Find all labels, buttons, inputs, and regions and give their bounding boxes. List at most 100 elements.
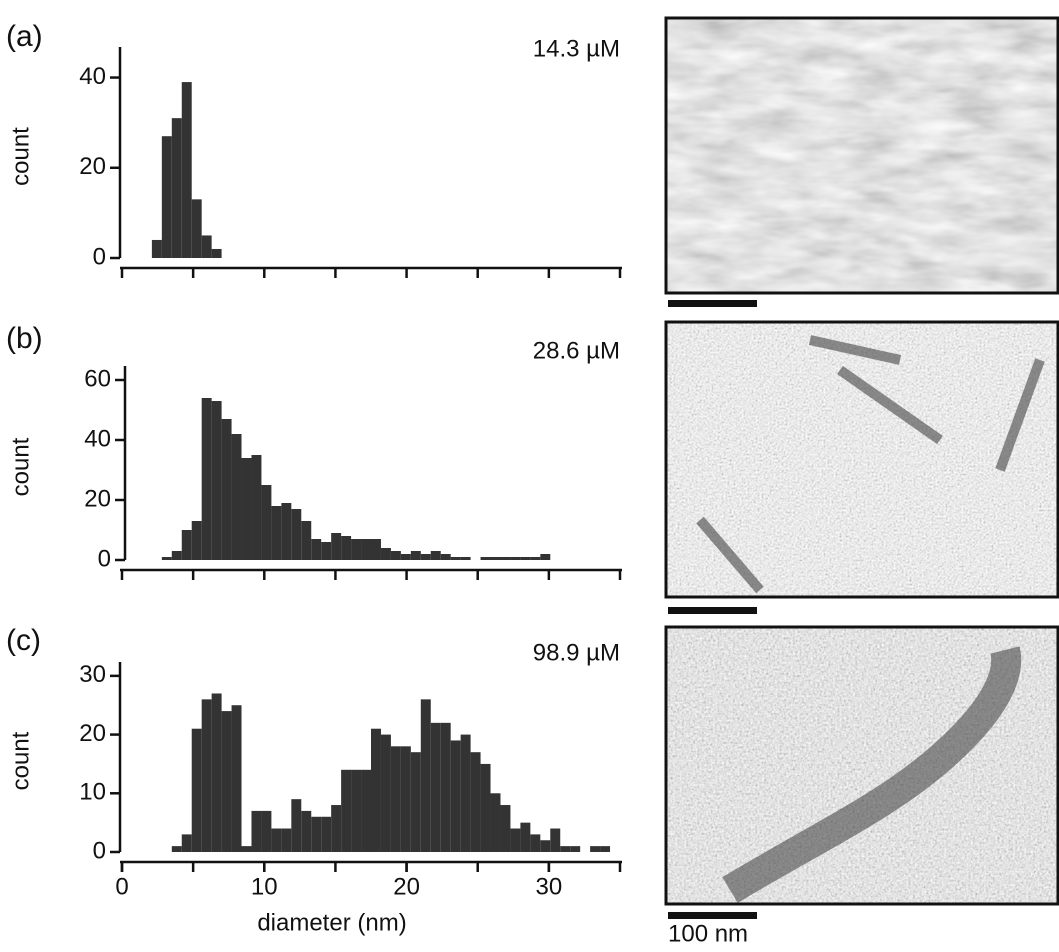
bar [560,846,571,852]
x-tick-label: 30 [536,873,563,900]
bar [351,769,362,852]
bar [181,834,192,852]
bar [341,769,352,852]
bar [191,728,202,852]
bar [161,557,172,560]
bar [510,557,521,560]
bar [530,834,541,852]
bar [321,542,332,560]
y-axis-label: count [7,127,34,186]
bar [171,846,182,852]
bar [430,722,441,852]
panel-label: (b) [6,322,43,355]
x-tick-label: 20 [393,873,420,900]
bar [201,398,212,560]
bar [490,557,501,560]
bar [301,810,312,852]
bar [520,557,531,560]
bar [231,705,242,852]
bar [261,485,272,560]
bar [380,548,391,560]
bar [490,793,501,852]
scale-bar [668,607,757,614]
bar [540,554,551,560]
bar [530,557,541,560]
bar [291,509,302,560]
y-tick-label: 20 [79,153,106,180]
bar [440,722,451,852]
bar [221,711,232,852]
bar [440,554,451,560]
frame [664,16,1059,295]
bar [390,551,401,560]
bar [211,401,222,560]
panel-label: (c) [6,624,41,657]
bar [400,746,411,852]
bar [171,118,182,259]
bar [550,828,561,852]
y-tick-label: 20 [79,720,106,747]
bar [540,840,551,852]
micrograph-a [666,18,1058,293]
bar [590,846,601,852]
annotation: 28.6 µM [533,337,620,364]
bar [371,728,381,852]
bar [450,740,461,852]
x-axis-label: diameter (nm) [257,909,406,936]
bar [500,557,511,560]
y-tick-label: 40 [79,63,106,90]
bar [311,539,322,560]
bar [361,769,371,852]
y-tick-label: 30 [79,661,106,688]
panel-label: (a) [6,20,43,53]
bar [311,816,322,852]
y-tick-label: 0 [98,545,111,572]
x-tick-label: 10 [251,873,278,900]
y-tick-label: 0 [93,837,106,864]
bar [520,822,531,852]
bar [231,434,242,560]
bar [211,248,222,258]
y-tick-label: 20 [84,485,111,512]
bar [480,763,491,852]
bar [151,239,162,258]
y-tick-label: 10 [79,779,106,806]
bar [380,734,391,852]
bar [361,539,371,560]
bar [470,752,481,852]
fibril [696,335,1045,594]
bar [430,551,441,560]
bar [201,235,212,258]
bar [600,846,611,852]
y-axis-label: count [7,437,34,496]
bar [201,699,212,852]
x-tick-label: 0 [115,873,128,900]
bar [241,846,252,852]
bar [251,810,262,852]
bar [251,455,262,560]
bar [181,82,192,258]
bar [171,551,182,560]
bar [410,551,421,560]
bar [390,746,401,852]
bar [460,734,471,852]
scale-bar [668,300,757,307]
frame [664,625,1059,906]
bar [321,816,332,852]
fibril [722,646,1022,903]
bar [341,536,352,560]
frame [664,320,1059,599]
bar [371,539,381,560]
bar [400,554,411,560]
bar [281,828,292,852]
bar [450,557,461,560]
bar [331,533,342,560]
bar [291,799,302,852]
bar [500,805,511,852]
bar [211,693,222,852]
bar [510,828,521,852]
scale-bar-label: 100 nm [668,920,748,947]
y-tick-label: 60 [84,365,111,392]
bar [460,557,471,560]
